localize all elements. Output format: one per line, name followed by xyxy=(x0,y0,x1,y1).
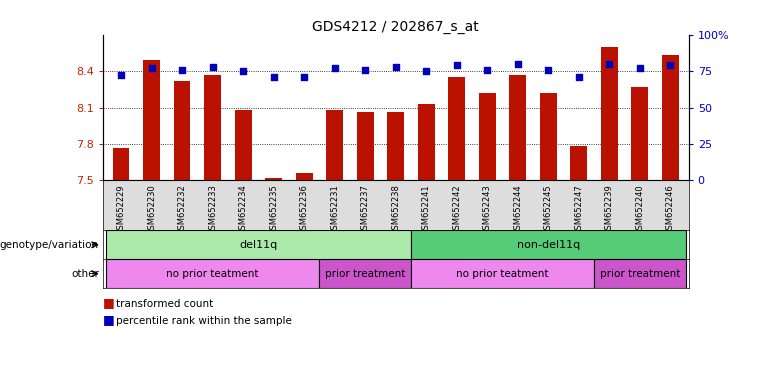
Point xyxy=(634,65,646,71)
Text: genotype/variation: genotype/variation xyxy=(0,240,99,250)
Text: ■: ■ xyxy=(103,313,114,326)
Bar xyxy=(571,146,587,180)
Bar xyxy=(320,259,411,288)
Text: GSM652241: GSM652241 xyxy=(422,184,431,235)
Text: other: other xyxy=(71,268,99,279)
Point xyxy=(359,66,371,73)
Title: GDS4212 / 202867_s_at: GDS4212 / 202867_s_at xyxy=(312,20,479,33)
Bar xyxy=(143,60,160,180)
Text: no prior teatment: no prior teatment xyxy=(167,268,259,279)
Text: GSM652231: GSM652231 xyxy=(330,184,339,235)
Point xyxy=(451,62,463,68)
Bar xyxy=(418,104,435,180)
Text: GSM652234: GSM652234 xyxy=(239,184,247,235)
Text: percentile rank within the sample: percentile rank within the sample xyxy=(116,316,292,326)
Text: del11q: del11q xyxy=(239,240,278,250)
Text: GSM652245: GSM652245 xyxy=(544,184,552,235)
Text: prior treatment: prior treatment xyxy=(600,268,680,279)
Bar xyxy=(357,113,374,180)
Bar xyxy=(540,93,557,180)
Text: GSM652242: GSM652242 xyxy=(452,184,461,235)
Point xyxy=(206,64,218,70)
Point xyxy=(603,61,616,67)
Bar xyxy=(266,178,282,180)
Point xyxy=(573,74,585,80)
Text: GSM652235: GSM652235 xyxy=(269,184,278,235)
Point xyxy=(237,68,249,74)
Point xyxy=(420,68,432,74)
Bar xyxy=(204,75,221,180)
Text: no prior teatment: no prior teatment xyxy=(457,268,549,279)
Text: GSM652240: GSM652240 xyxy=(635,184,645,235)
Bar xyxy=(106,230,411,259)
Bar xyxy=(411,230,686,259)
Bar xyxy=(509,75,526,180)
Text: non-del11q: non-del11q xyxy=(517,240,580,250)
Text: GSM652246: GSM652246 xyxy=(666,184,675,235)
Bar xyxy=(662,55,679,180)
Text: ■: ■ xyxy=(103,296,114,309)
Bar xyxy=(632,87,648,180)
Bar xyxy=(594,259,686,288)
Text: prior treatment: prior treatment xyxy=(325,268,406,279)
Bar xyxy=(113,148,129,180)
Text: GSM652230: GSM652230 xyxy=(147,184,156,235)
Text: GSM652232: GSM652232 xyxy=(177,184,186,235)
Point xyxy=(481,66,493,73)
Bar xyxy=(296,173,313,180)
Text: GSM652236: GSM652236 xyxy=(300,184,309,235)
Point xyxy=(329,65,341,71)
Text: GSM652229: GSM652229 xyxy=(116,184,126,235)
Point xyxy=(664,62,677,68)
Point xyxy=(511,61,524,67)
Point xyxy=(145,65,158,71)
Point xyxy=(390,64,402,70)
Text: transformed count: transformed count xyxy=(116,299,214,309)
Text: GSM652237: GSM652237 xyxy=(361,184,370,235)
Text: GSM652243: GSM652243 xyxy=(482,184,492,235)
Point xyxy=(176,66,188,73)
Bar xyxy=(326,110,343,180)
Bar xyxy=(234,110,252,180)
Bar xyxy=(448,77,465,180)
Bar xyxy=(601,47,618,180)
Bar xyxy=(411,259,594,288)
Point xyxy=(543,66,555,73)
Text: GSM652244: GSM652244 xyxy=(514,184,522,235)
Text: GSM652247: GSM652247 xyxy=(575,184,584,235)
Point xyxy=(298,74,310,80)
Text: GSM652233: GSM652233 xyxy=(208,184,217,235)
Point xyxy=(268,74,280,80)
Text: GSM652238: GSM652238 xyxy=(391,184,400,235)
Point xyxy=(115,72,127,78)
Text: GSM652239: GSM652239 xyxy=(605,184,614,235)
Bar xyxy=(387,113,404,180)
Bar xyxy=(106,259,320,288)
Bar xyxy=(479,93,495,180)
Bar xyxy=(174,81,190,180)
